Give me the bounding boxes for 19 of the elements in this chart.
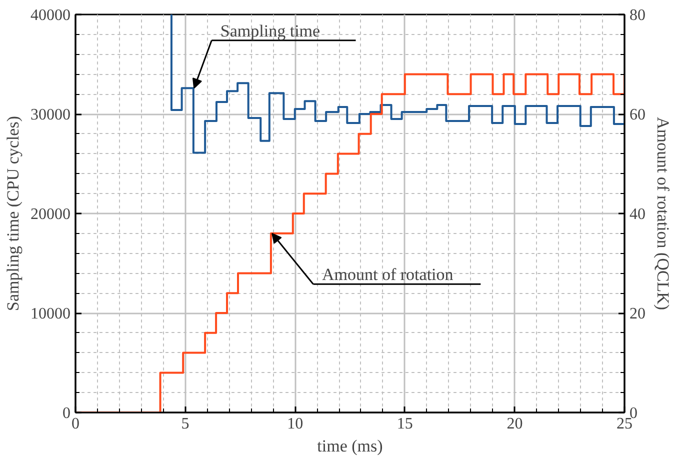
x-axis-title: time (ms) bbox=[317, 436, 383, 456]
y-tick-label: 0 bbox=[62, 405, 70, 422]
y2-tick-label: 80 bbox=[630, 7, 646, 24]
y-tick-label: 40000 bbox=[30, 7, 70, 24]
annotation: Amount of rotation bbox=[322, 265, 454, 284]
x-tick-label: 20 bbox=[506, 416, 523, 432]
y-tick-label: 20000 bbox=[30, 206, 70, 223]
y2-tick-label: 60 bbox=[630, 106, 646, 124]
y2-tick-label: 0 bbox=[630, 405, 638, 422]
x-tick-label: 5 bbox=[181, 416, 190, 432]
y-tick-label: 10000 bbox=[30, 306, 70, 322]
y2-tick-label: 20 bbox=[630, 306, 646, 322]
x-tick-label: 10 bbox=[287, 416, 304, 432]
x-tick-label: 15 bbox=[396, 416, 413, 432]
annotation: Sampling time bbox=[220, 21, 320, 40]
y-tick-label: 30000 bbox=[30, 106, 70, 124]
y2-axis-title: Amount of rotation (QCLK) bbox=[654, 116, 672, 310]
y2-tick-label: 40 bbox=[630, 206, 646, 223]
y-axis-title: Sampling time (CPU cycles) bbox=[4, 116, 22, 311]
